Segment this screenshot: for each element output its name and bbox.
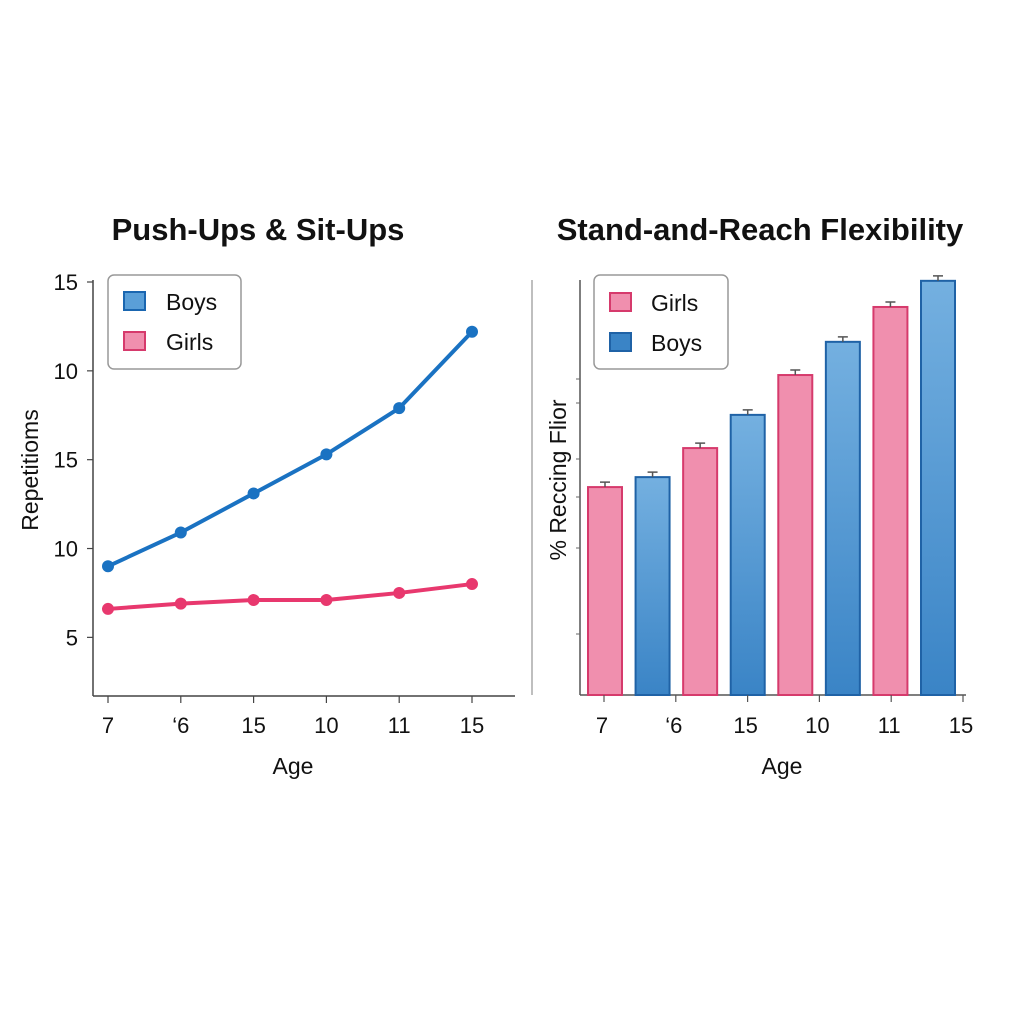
bar-chart: Stand-and-Reach Flexibility % Reccing Fl… bbox=[545, 212, 973, 779]
bar-boys bbox=[729, 413, 766, 696]
line-chart: Push-Ups & Sit-Ups Repetitioms Age 5 10 15… bbox=[17, 212, 515, 779]
x-tick-label: ‘6 bbox=[172, 713, 189, 738]
data-point-girls bbox=[174, 597, 187, 610]
legend-label-boys: Boys bbox=[166, 289, 217, 315]
data-point-boys bbox=[174, 526, 187, 539]
y-tick-label: 10 bbox=[54, 359, 78, 384]
legend-swatch-girls bbox=[609, 292, 632, 312]
x-tick-label: 10 bbox=[805, 713, 829, 738]
right-x-axis-label: Age bbox=[762, 753, 803, 779]
x-tick-label: 7 bbox=[596, 713, 608, 738]
bar-boys bbox=[920, 279, 956, 696]
error-bar bbox=[695, 442, 706, 449]
error-bar bbox=[885, 301, 896, 307]
legend-swatch-boys bbox=[609, 332, 632, 352]
data-point-boys bbox=[320, 448, 333, 461]
left-chart-title: Push-Ups & Sit-Ups bbox=[112, 212, 405, 247]
x-tick-label: 11 bbox=[388, 713, 411, 738]
legend-label-girls: Girls bbox=[651, 290, 698, 316]
right-y-axis-label: % Reccing Flior bbox=[545, 399, 571, 560]
right-legend: Girls Boys bbox=[593, 274, 729, 370]
bar-girls bbox=[777, 374, 814, 696]
x-tick-label: 10 bbox=[314, 713, 338, 738]
error-bar bbox=[647, 471, 658, 478]
error-bar bbox=[837, 336, 848, 342]
error-bar bbox=[790, 369, 801, 376]
y-tick-label: 5 bbox=[66, 625, 78, 650]
error-bar bbox=[933, 275, 943, 281]
x-tick-label: ‘6 bbox=[665, 713, 682, 738]
error-bar bbox=[600, 481, 610, 488]
data-point-girls bbox=[466, 578, 478, 591]
legend-label-boys: Boys bbox=[651, 330, 702, 356]
x-tick-label: 15 bbox=[733, 713, 757, 738]
data-point-boys bbox=[102, 560, 114, 573]
right-chart-title: Stand-and-Reach Flexibility bbox=[557, 212, 964, 247]
bar-girls bbox=[872, 305, 909, 696]
x-tick-label: 15 bbox=[460, 713, 484, 738]
data-point-girls bbox=[393, 586, 406, 599]
x-tick-label: 7 bbox=[102, 713, 114, 738]
bar-boys bbox=[634, 476, 671, 696]
data-point-boys bbox=[393, 402, 406, 415]
legend-swatch-girls bbox=[123, 331, 146, 351]
series-line-girls bbox=[107, 582, 473, 611]
data-point-girls bbox=[320, 594, 333, 607]
y-tick-label: 15 bbox=[54, 448, 78, 473]
left-y-axis-label: Repetitioms bbox=[17, 409, 43, 530]
series-line-boys bbox=[107, 330, 474, 569]
x-tick-label: 15 bbox=[949, 713, 973, 738]
y-tick-label: 15 bbox=[54, 270, 78, 295]
legend-swatch-boys bbox=[123, 291, 146, 311]
data-point-boys bbox=[466, 325, 478, 338]
data-point-boys bbox=[247, 487, 260, 500]
bar-boys bbox=[824, 340, 861, 696]
y-tick-label: 10 bbox=[54, 537, 78, 562]
x-tick-label: 11 bbox=[878, 713, 901, 738]
bar-girls bbox=[682, 447, 719, 697]
legend-label-girls: Girls bbox=[166, 329, 213, 355]
left-legend: Boys Girls bbox=[107, 274, 242, 370]
data-point-girls bbox=[247, 594, 260, 607]
bar-girls bbox=[587, 486, 623, 696]
left-x-axis-label: Age bbox=[273, 753, 314, 779]
x-tick-label: 15 bbox=[241, 713, 265, 738]
error-bar bbox=[742, 409, 753, 415]
data-point-girls bbox=[102, 602, 114, 615]
